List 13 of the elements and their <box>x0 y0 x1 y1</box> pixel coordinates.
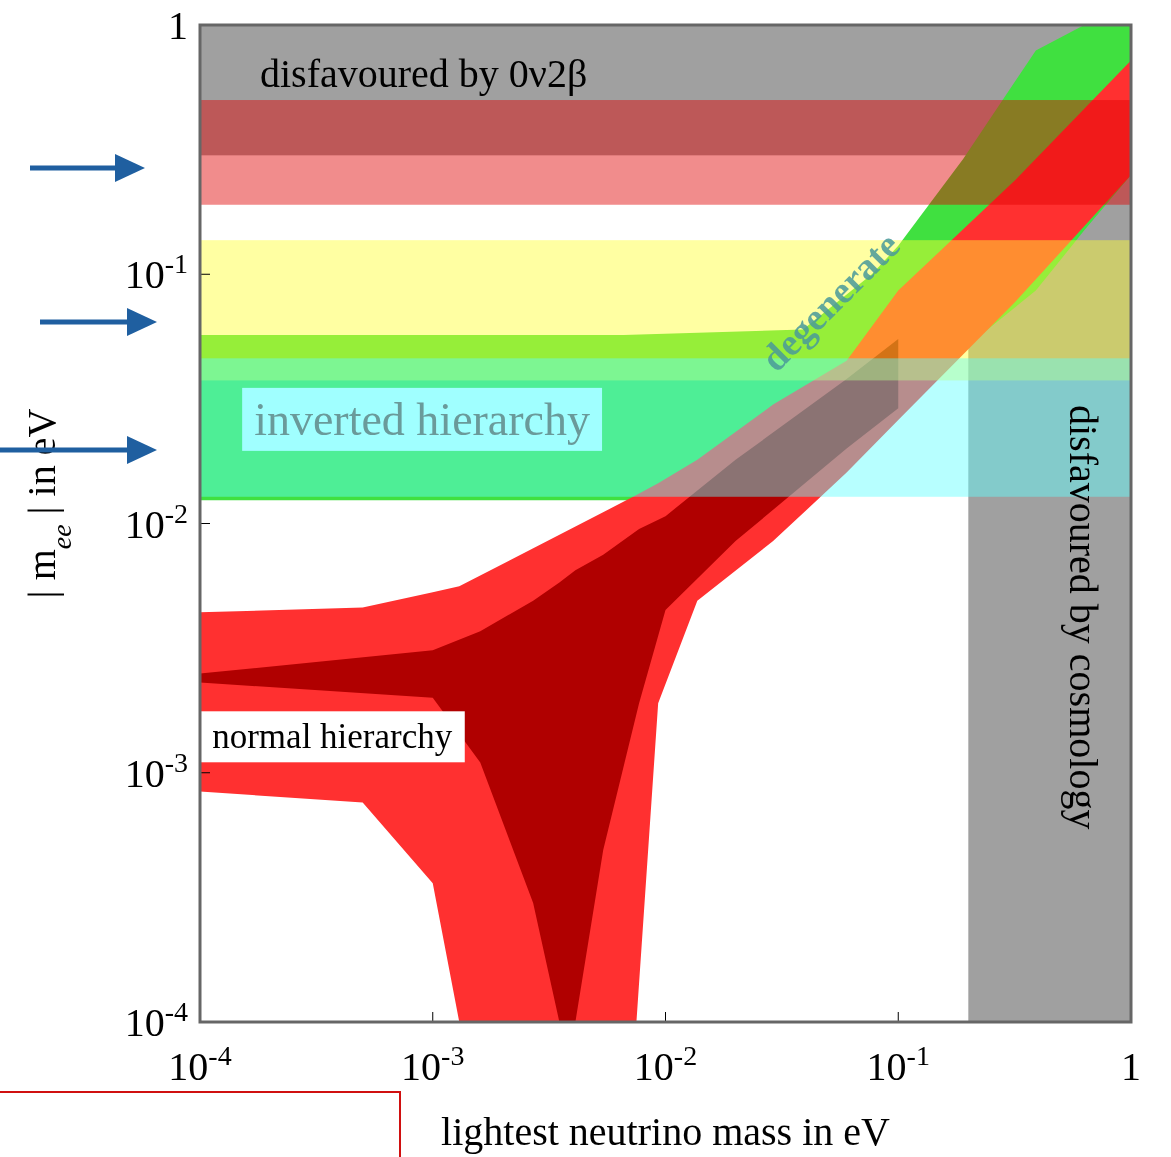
y-tick-label: 10$^{-1}$ <box>124 247 188 298</box>
y-tick-label: 10$^{-3}$ <box>124 746 188 796</box>
annotation: inverted hierarchy <box>254 393 591 445</box>
annotation: normal hierarchy <box>212 717 453 757</box>
y-tick-label: 1 <box>168 3 188 48</box>
band-label: disfavoured by 0ν2β <box>260 51 588 96</box>
x-tick-label: 10$^{-1}$ <box>866 1039 930 1089</box>
x-tick-label: 1 <box>1121 1044 1141 1089</box>
y-tick-label: 10$^{-2}$ <box>124 497 188 547</box>
x-tick-label: 10$^{-2}$ <box>633 1039 698 1089</box>
band-label: disfavoured by cosmology <box>1060 405 1106 830</box>
x-axis-title: lightest neutrino mass in eV <box>441 1109 891 1154</box>
x-tick-label: 10$^{-3}$ <box>401 1039 465 1089</box>
